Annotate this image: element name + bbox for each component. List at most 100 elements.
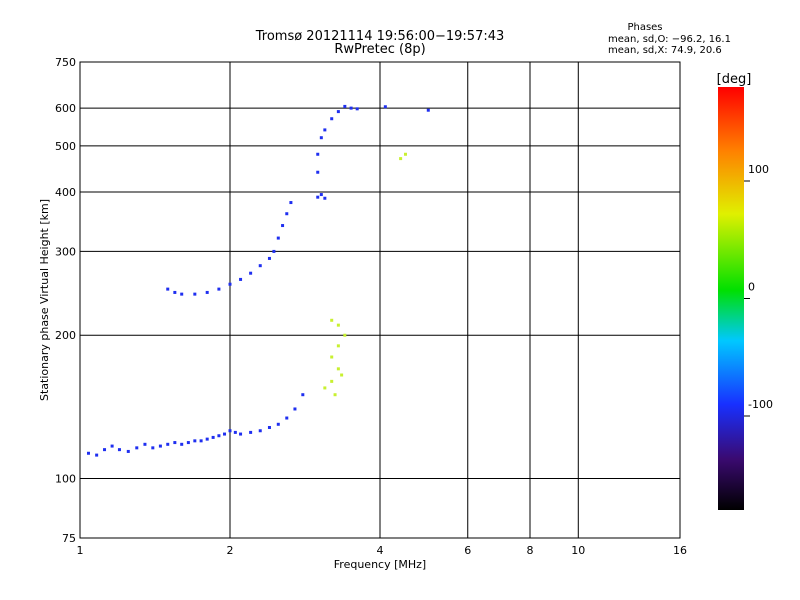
data-point-x [336,323,340,327]
colorbar-tick-label: -100 [748,398,773,411]
y-tick-label: 500 [55,140,76,153]
data-point-o [239,277,243,281]
x-tick-label: 6 [464,544,471,557]
data-point-o [285,416,289,420]
x-tick-label: 8 [527,544,534,557]
data-point-o [205,437,209,441]
chart-title: Tromsø 20121114 19:56:00−19:57:43 [255,29,505,44]
phase-box-line-x: mean, sd,X: 74.9, 20.6 [608,45,722,56]
x-tick-label: 10 [571,544,585,557]
data-point-o [267,425,271,429]
colorbar-label: [deg] [717,72,752,87]
data-point-o [117,448,121,452]
x-tick-label: 4 [377,544,384,557]
data-point-x [333,393,337,397]
data-point-o [289,201,293,205]
data-point-x [336,344,340,348]
data-point-o [211,435,215,439]
data-point-o [316,152,320,156]
data-point-o [336,110,340,114]
data-point-x [336,367,340,371]
data-point-o [272,249,276,253]
axis-ticks: 1 2 4 6 8 10 16 75 100 200 300 400 500 600 750 [55,56,687,557]
data-point-o [217,287,221,291]
data-point-o [383,105,387,109]
data-point-o [228,429,232,433]
data-point-o [193,439,197,443]
data-point-x [330,379,334,383]
data-point-x [340,373,344,377]
data-point-o [158,444,162,448]
data-point-o [233,430,237,434]
y-axis-label: Stationary phase Virtual Height [km] [38,199,51,401]
data-point-o [205,290,209,294]
y-tick-label: 600 [55,102,76,115]
data-point-o [355,107,359,111]
data-point-o [249,271,253,275]
data-point-o [166,442,170,446]
data-point-o [323,196,327,200]
data-point-o [343,104,347,108]
data-point-o [173,290,177,294]
data-point-x [403,152,407,156]
data-point-o [193,292,197,296]
data-point-o [285,212,289,216]
phase-box-title: Phases [627,22,662,33]
data-point-o [86,451,90,455]
data-point-o [301,393,305,397]
data-point-o [276,236,280,240]
data-point-o [281,224,285,228]
y-tick-label: 750 [55,56,76,69]
grid-lines [80,62,680,538]
phase-box-line-o: mean, sd,O: −96.2, 16.1 [608,34,731,45]
data-point-o [143,442,147,446]
data-point-o [103,448,107,452]
y-tick-label: 75 [62,532,76,545]
data-point-o [239,432,243,436]
colorbar-tick-label: 0 [748,281,755,294]
data-point-o [126,449,130,453]
data-point-o [319,193,323,197]
data-point-x [343,333,347,337]
chart-subtitle: RwPretec (8p) [334,42,425,57]
data-point-o [316,170,320,174]
data-point-o [135,446,139,450]
data-point-x [323,386,327,390]
x-tick-label: 2 [227,544,234,557]
data-point-o [217,434,221,438]
data-point-o [180,442,184,446]
data-point-o [228,282,232,286]
data-point-o [258,264,262,268]
data-point-o [151,446,155,450]
data-points [86,104,430,457]
x-tick-label: 16 [673,544,687,557]
data-point-o [173,441,177,445]
data-point-o [349,106,353,110]
data-point-o [180,292,184,296]
data-point-o [166,287,170,291]
data-point-o [186,441,190,445]
y-tick-label: 100 [55,473,76,486]
y-tick-label: 400 [55,186,76,199]
y-tick-label: 200 [55,329,76,342]
data-point-o [249,430,253,434]
data-point-o [223,432,227,436]
data-point-o [258,429,262,433]
data-point-o [330,117,334,121]
x-tick-label: 1 [77,544,84,557]
x-axis-label: Frequency [MHz] [334,558,426,571]
data-point-o [110,444,114,448]
data-point-o [323,128,327,132]
data-point-o [293,407,297,411]
data-point-o [319,136,323,140]
data-point-o [199,439,203,443]
data-point-o [426,108,430,112]
data-point-x [330,355,334,359]
colorbar-ticks: 100 0 -100 [744,163,773,417]
colorbar [718,87,744,510]
data-point-o [316,195,320,199]
y-tick-label: 300 [55,245,76,258]
data-point-o [267,256,271,260]
data-point-o [276,422,280,426]
